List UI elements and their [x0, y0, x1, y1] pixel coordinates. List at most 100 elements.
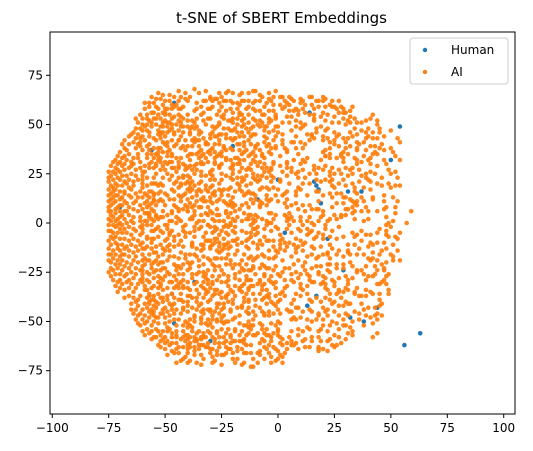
data-point-ai — [113, 210, 118, 216]
data-point-ai — [158, 124, 163, 129]
data-point-ai — [126, 285, 132, 291]
data-point-ai — [366, 177, 371, 182]
data-point-ai — [329, 319, 335, 324]
data-point-ai — [336, 334, 342, 340]
data-point-ai — [210, 313, 215, 318]
data-point-ai — [347, 143, 353, 149]
data-point-ai — [203, 88, 209, 94]
data-point-ai — [113, 206, 118, 212]
data-point-ai — [246, 138, 251, 143]
data-point-ai — [212, 141, 218, 147]
data-point-ai — [250, 309, 256, 314]
data-point-ai — [359, 208, 364, 214]
data-point-ai — [388, 171, 394, 177]
data-point-ai — [235, 305, 240, 311]
data-point-ai — [232, 189, 238, 194]
data-point-ai — [250, 124, 256, 129]
data-point-ai — [158, 242, 163, 247]
data-point-ai — [282, 201, 288, 206]
data-point-ai — [131, 236, 136, 242]
data-point-ai — [117, 197, 123, 202]
data-point-ai — [160, 110, 166, 115]
data-point-ai — [138, 242, 143, 247]
data-point-ai — [208, 136, 213, 141]
data-point-ai — [144, 236, 150, 242]
data-point-ai — [147, 104, 152, 110]
data-point-ai — [219, 289, 224, 295]
data-point-ai — [327, 336, 333, 342]
data-point-ai — [205, 281, 211, 287]
data-point-human — [282, 230, 288, 236]
data-point-ai — [289, 230, 294, 236]
data-point-ai — [316, 344, 321, 350]
data-point-ai — [205, 307, 211, 312]
data-point-ai — [375, 240, 380, 245]
data-point-ai — [167, 254, 172, 259]
data-point-ai — [169, 291, 175, 297]
data-point-ai — [208, 195, 213, 200]
data-point-ai — [309, 266, 315, 271]
data-point-ai — [165, 293, 170, 299]
data-point-ai — [140, 169, 145, 175]
data-point-ai — [117, 226, 123, 232]
data-point-ai — [210, 183, 215, 188]
data-point-ai — [131, 311, 136, 316]
data-point-ai — [320, 273, 326, 279]
data-point-ai — [180, 334, 186, 340]
data-point-ai — [149, 94, 154, 100]
data-point-ai — [201, 98, 206, 104]
data-point-ai — [352, 309, 358, 314]
data-point-ai — [327, 102, 333, 108]
data-point-ai — [341, 254, 346, 259]
data-point-ai — [356, 317, 362, 322]
data-point-ai — [110, 159, 116, 165]
data-point-ai — [316, 199, 321, 204]
data-point-ai — [151, 313, 157, 318]
data-point-ai — [219, 256, 224, 261]
data-point-ai — [144, 193, 150, 198]
data-point-ai — [110, 248, 116, 253]
data-point-ai — [151, 155, 157, 161]
data-point-ai — [158, 167, 163, 173]
data-point-ai — [162, 141, 168, 147]
data-point-ai — [291, 157, 297, 163]
data-point-ai — [142, 332, 148, 338]
data-point-ai — [235, 141, 240, 147]
data-point-ai — [221, 301, 227, 307]
data-point-ai — [241, 323, 247, 328]
data-point-ai — [305, 218, 310, 224]
data-point-ai — [307, 214, 312, 220]
data-point-ai — [334, 262, 340, 267]
data-point-ai — [341, 155, 346, 161]
data-point-ai — [217, 108, 222, 114]
data-point-ai — [126, 185, 132, 190]
data-point-ai — [323, 226, 328, 232]
data-point-ai — [298, 293, 303, 299]
data-point-ai — [226, 88, 231, 94]
data-point-ai — [208, 147, 213, 153]
x-axis: −100 −75 −50 −25 0 25 50 75 100 — [36, 414, 515, 435]
data-point-ai — [264, 266, 270, 271]
data-point-ai — [372, 149, 378, 155]
data-point-ai — [217, 273, 222, 279]
data-point-ai — [257, 305, 263, 311]
data-point-ai — [277, 291, 283, 297]
data-point-ai — [300, 203, 306, 208]
data-point-ai — [210, 346, 215, 352]
data-point-ai — [138, 126, 143, 131]
data-point-ai — [133, 307, 139, 312]
data-point-ai — [284, 226, 290, 232]
data-point-ai — [343, 206, 349, 212]
data-point-ai — [230, 216, 236, 222]
data-point-ai — [280, 258, 285, 263]
data-point-ai — [142, 100, 148, 106]
data-point-ai — [149, 151, 154, 157]
data-point-ai — [140, 258, 145, 263]
data-point-ai — [133, 244, 139, 249]
data-point-ai — [316, 334, 321, 340]
data-point-ai — [212, 240, 218, 245]
data-point-ai — [343, 285, 349, 291]
data-point-ai — [142, 287, 148, 293]
